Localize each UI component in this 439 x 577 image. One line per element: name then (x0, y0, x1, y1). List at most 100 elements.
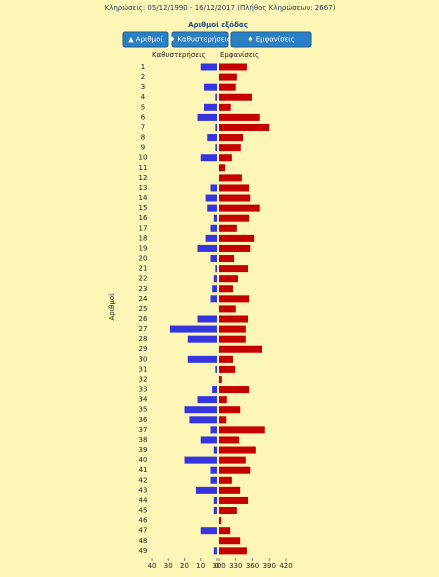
y-tick-label: 37 (139, 426, 148, 434)
y-tick-label: 49 (139, 547, 148, 555)
y-tick-label: 20 (139, 255, 148, 263)
bar (197, 244, 217, 252)
bar (219, 365, 236, 373)
y-tick-label: 43 (139, 486, 148, 494)
y-tick-label: 4 (141, 93, 146, 101)
sort-button[interactable]: ♦ Εμφανίσεις (230, 31, 312, 48)
bar (210, 184, 217, 192)
chart-title: Αριθμοί εξόδας (188, 21, 248, 29)
y-tick-label: 40 (139, 456, 148, 464)
x-tick-label: 420 (279, 562, 292, 570)
bar (212, 285, 217, 293)
bar (184, 406, 217, 414)
y-tick-label: 44 (139, 496, 148, 504)
bar (219, 466, 251, 474)
bar (219, 315, 249, 323)
y-tick-label: 29 (139, 345, 148, 353)
sort-button[interactable]: ♦ Καθυστερήσεις (169, 31, 231, 48)
y-tick-label: 41 (139, 466, 148, 474)
y-tick-label: 21 (139, 265, 148, 273)
button-label[interactable]: ♦ Εμφανίσεις (247, 36, 295, 44)
bar (215, 93, 217, 101)
bar (215, 265, 217, 273)
y-tick-label: 48 (139, 537, 148, 545)
x-tick-label: 10 (196, 562, 205, 570)
sort-button[interactable]: ▲ Αριθμοί (122, 31, 169, 48)
bar (213, 275, 217, 283)
y-tick-label: 39 (139, 446, 148, 454)
bar (205, 234, 217, 242)
y-tick-label: 10 (139, 154, 148, 162)
bar (219, 295, 250, 303)
y-tick-label: 38 (139, 436, 148, 444)
bar (210, 255, 217, 263)
y-tick-label: 26 (139, 315, 148, 323)
bar (210, 295, 217, 303)
bar (219, 123, 270, 131)
bar (219, 174, 242, 182)
button-label[interactable]: ♦ Καθυστερήσεις (169, 36, 231, 44)
x-tick-label: 360 (246, 562, 259, 570)
bar (219, 406, 241, 414)
bar (219, 386, 250, 394)
y-tick-label: 7 (141, 123, 145, 131)
bar (219, 436, 240, 444)
y-tick-label: 8 (141, 134, 145, 142)
bar (169, 325, 217, 333)
bar (219, 204, 260, 212)
y-tick-label: 31 (139, 365, 148, 373)
bar (213, 547, 217, 555)
x-tick-label: 300 (212, 562, 225, 570)
y-tick-label: 22 (139, 275, 148, 283)
y-tick-label: 2 (141, 73, 145, 81)
bar (197, 315, 217, 323)
bar (212, 386, 217, 394)
bar (210, 224, 217, 232)
bar (219, 325, 246, 333)
y-tick-label: 15 (139, 204, 148, 212)
y-tick-label: 46 (139, 517, 148, 525)
y-tick-label: 18 (139, 234, 148, 242)
x-tick-label: 0 (215, 562, 219, 570)
bar (219, 456, 246, 464)
bar (219, 446, 256, 454)
bar (200, 63, 217, 71)
bar (213, 496, 217, 504)
y-tick-label: 34 (139, 396, 148, 404)
y-tick-label: 25 (139, 305, 148, 313)
x-tick-label: 20 (180, 562, 189, 570)
legend-entry: Εμφανίσεις (220, 51, 259, 59)
header: Κληρώσεις: 05/12/1990 - 16/12/2017 (Πλήθ… (105, 4, 336, 12)
bar (184, 456, 217, 464)
y-tick-label: 13 (139, 184, 148, 192)
bar (219, 426, 265, 434)
bar (215, 123, 217, 131)
bar (219, 486, 241, 494)
y-tick-label: 3 (141, 83, 145, 91)
y-tick-label: 30 (139, 355, 148, 363)
bar (195, 486, 217, 494)
bar (219, 83, 236, 91)
bar (219, 305, 236, 313)
x-tick-label: 330 (229, 562, 242, 570)
bar (207, 134, 217, 142)
y-tick-label: 12 (139, 174, 148, 182)
bar (204, 83, 217, 91)
bar (219, 265, 249, 273)
bar (215, 365, 217, 373)
bar (219, 224, 237, 232)
bar (219, 507, 237, 515)
bar (210, 426, 217, 434)
bar (219, 416, 227, 424)
y-tick-label: 47 (139, 527, 148, 535)
bar (219, 214, 250, 222)
bar (219, 275, 238, 283)
bar (187, 355, 217, 363)
bar (187, 335, 217, 343)
bar (219, 63, 247, 71)
bar (219, 134, 244, 142)
button-label[interactable]: ▲ Αριθμοί (128, 36, 163, 44)
y-tick-label: 23 (139, 285, 148, 293)
bar (219, 93, 252, 101)
